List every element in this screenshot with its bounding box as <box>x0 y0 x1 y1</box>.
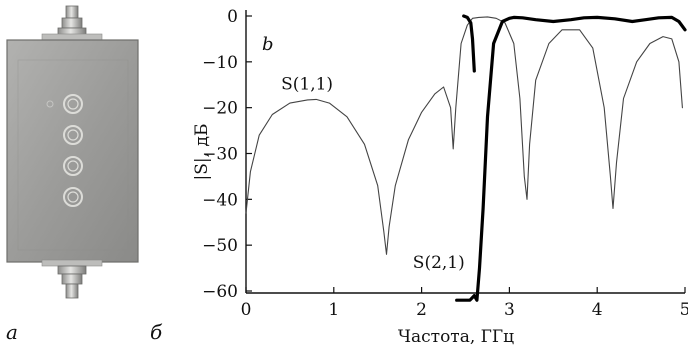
photo-panel-label: a <box>6 320 18 344</box>
y-axis-title: |S|, дБ <box>192 124 212 181</box>
bottom-connector <box>41 259 103 299</box>
s11-label: S(1,1) <box>281 74 333 94</box>
x-tick-label: 4 <box>592 300 603 320</box>
y-tick-label: −40 <box>202 190 238 210</box>
s21-curve <box>455 15 687 302</box>
s21-label: S(2,1) <box>413 253 465 273</box>
s21-curve-segment <box>462 14 476 73</box>
y-tick-label: −50 <box>202 236 238 256</box>
s11-curve <box>245 16 683 255</box>
chart-panel-label: б <box>150 320 163 344</box>
plot-axes <box>245 10 686 294</box>
series-layer <box>245 14 687 302</box>
x-tick-label: 5 <box>680 300 688 320</box>
y-tick-label: −60 <box>202 282 238 302</box>
tick-labels: 0 1 2 3 4 5 0 −10 −20 −30 −40 −50 −60 <box>202 7 688 320</box>
filter-housing <box>6 39 139 263</box>
inner-panel-label: b <box>262 34 274 55</box>
top-connector <box>41 5 103 41</box>
y-tick-label: −20 <box>202 99 238 119</box>
y-tick-label: −10 <box>202 53 238 73</box>
y-tick-label: −30 <box>202 145 238 165</box>
y-tick-label: 0 <box>227 7 238 27</box>
x-tick-label: 2 <box>416 300 427 320</box>
resonator-rings <box>46 94 83 207</box>
x-tick-label: 0 <box>241 300 252 320</box>
x-tick-label: 3 <box>504 300 515 320</box>
x-tick-label: 1 <box>328 300 339 320</box>
x-axis-title: Частота, ГГц <box>398 327 514 347</box>
filter-photo <box>0 0 145 300</box>
